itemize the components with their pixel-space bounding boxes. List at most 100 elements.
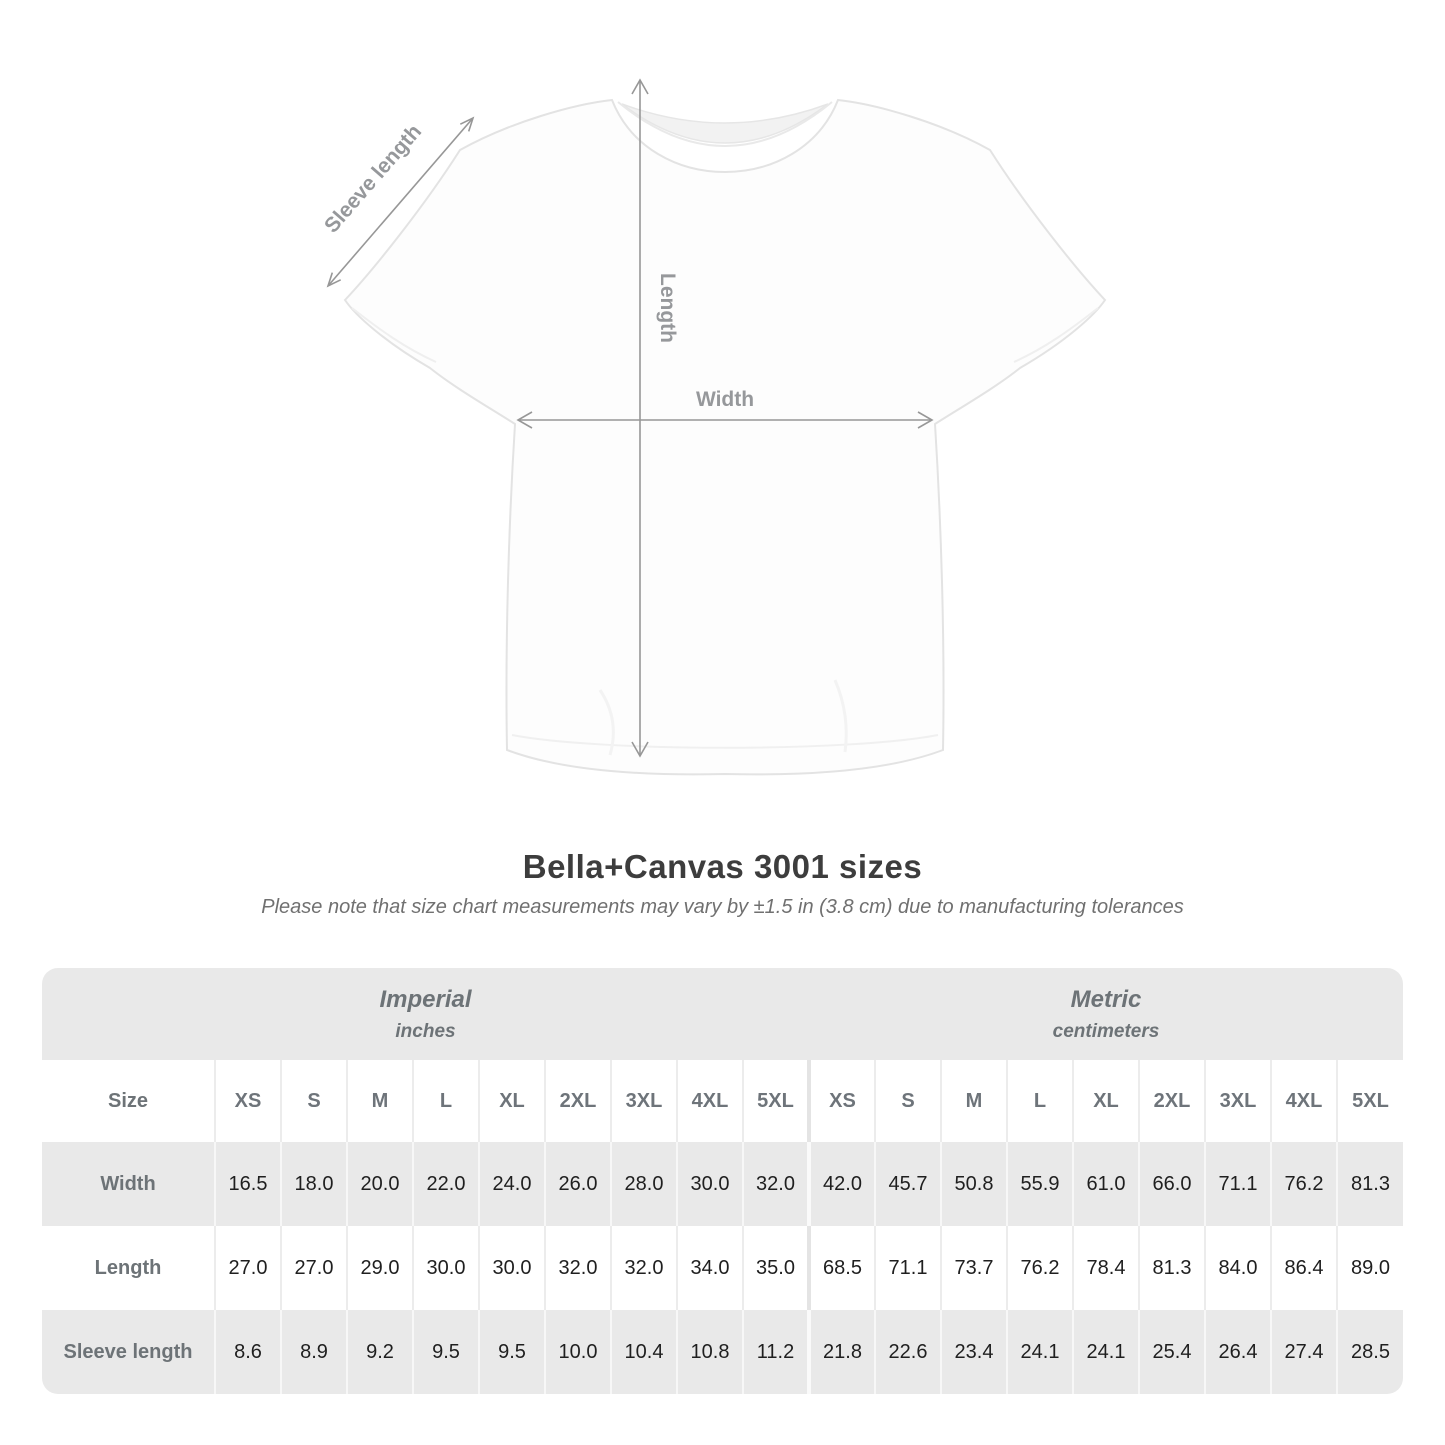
page-title: Bella+Canvas 3001 sizes — [522, 848, 923, 885]
sleeve-value-cell: 9.5 — [412, 1310, 479, 1394]
sleeve-length-row: Sleeve length 8.6 8.9 9.2 9.5 9.5 10.0 10.4 10.… — [42, 1310, 1403, 1394]
size-cell: XL — [1072, 1060, 1139, 1142]
size-cell: 4XL — [676, 1060, 743, 1142]
width-value-cell: 28.0 — [610, 1142, 677, 1226]
wrinkle — [598, 689, 615, 756]
length-value-cell: 89.0 — [1336, 1226, 1403, 1310]
size-cell: XL — [478, 1060, 545, 1142]
length-value-cell: 32.0 — [610, 1226, 677, 1310]
length-value-cell: 71.1 — [874, 1226, 941, 1310]
metric-section-header: Metric centimeters — [809, 968, 1403, 1060]
sleeve-value-cell: 9.2 — [346, 1310, 413, 1394]
size-cell: 4XL — [1270, 1060, 1337, 1142]
length-label: Length — [656, 273, 679, 343]
imperial-unit-label: inches — [395, 1020, 456, 1042]
sleeve-value-cell: 28.5 — [1336, 1310, 1403, 1394]
length-value-cell: 86.4 — [1270, 1226, 1337, 1310]
width-value-cell: 32.0 — [742, 1142, 809, 1226]
length-arrow — [631, 78, 649, 758]
length-value-cell: 30.0 — [478, 1226, 545, 1310]
section-header-row: Imperial inches Metric centimeters — [42, 968, 1403, 1060]
width-value-cell: 30.0 — [676, 1142, 743, 1226]
sleeve-value-cell: 10.8 — [676, 1310, 743, 1394]
sleeve-value-cell: 8.9 — [280, 1310, 347, 1394]
width-row: Width 16.5 18.0 20.0 22.0 24.0 26.0 28.0 30.0 32… — [42, 1142, 1403, 1226]
size-cell: M — [940, 1060, 1007, 1142]
length-value-cell: 27.0 — [280, 1226, 347, 1310]
title-block: Bella+Canvas 3001 sizes Please note that… — [0, 848, 1445, 919]
sleeve-value-cell: 10.4 — [610, 1310, 677, 1394]
width-value-cell: 81.3 — [1336, 1142, 1403, 1226]
length-value-cell: 84.0 — [1204, 1226, 1271, 1310]
sleeve-value-cell: 8.6 — [214, 1310, 281, 1394]
size-cell: L — [412, 1060, 479, 1142]
length-value-cell: 73.7 — [940, 1226, 1007, 1310]
sleeve-value-cell: 27.4 — [1270, 1310, 1337, 1394]
sleeve-value-cell: 23.4 — [940, 1310, 1007, 1394]
length-value-cell: 30.0 — [412, 1226, 479, 1310]
length-value-cell: 32.0 — [544, 1226, 611, 1310]
metric-label: Metric — [1070, 985, 1142, 1013]
width-value-cell: 61.0 — [1072, 1142, 1139, 1226]
width-value-cell: 20.0 — [346, 1142, 413, 1226]
size-cell: 5XL — [1336, 1060, 1403, 1142]
size-header-row: Size XS S M L XL 2XL 3XL 4XL 5XL XS S M L XL 2XL 3XL 4XL… — [42, 1060, 1403, 1142]
size-cell: XS — [807, 1060, 875, 1142]
width-value-cell: 50.8 — [940, 1142, 1007, 1226]
length-value-cell: 27.0 — [214, 1226, 281, 1310]
size-chart: Imperial inches Metric centimeters Size … — [42, 968, 1403, 1394]
right-cuff-seam — [1013, 307, 1099, 363]
width-row-label: Width — [42, 1142, 215, 1226]
metric-unit-label: centimeters — [1052, 1020, 1160, 1042]
length-value-cell: 35.0 — [742, 1226, 809, 1310]
size-cell: S — [874, 1060, 941, 1142]
imperial-section-header: Imperial inches — [42, 968, 809, 1060]
sleeve-length-row-label: Sleeve length — [42, 1310, 215, 1394]
size-cell: M — [346, 1060, 413, 1142]
tshirt-diagram: Sleeve length Length Width — [320, 78, 1107, 776]
width-label: Width — [696, 388, 754, 411]
length-value-cell: 78.4 — [1072, 1226, 1139, 1310]
sleeve-value-cell: 22.6 — [874, 1310, 941, 1394]
length-value-cell: 68.5 — [807, 1226, 875, 1310]
size-cell: 2XL — [544, 1060, 611, 1142]
sleeve-value-cell: 9.5 — [478, 1310, 545, 1394]
length-value-cell: 29.0 — [346, 1226, 413, 1310]
width-value-cell: 71.1 — [1204, 1142, 1271, 1226]
width-value-cell: 45.7 — [874, 1142, 941, 1226]
imperial-label: Imperial — [379, 985, 472, 1013]
width-value-cell: 22.0 — [412, 1142, 479, 1226]
size-cell: XS — [214, 1060, 281, 1142]
sleeve-value-cell: 24.1 — [1072, 1310, 1139, 1394]
size-row-label: Size — [42, 1060, 215, 1142]
sleeve-value-cell: 11.2 — [742, 1310, 809, 1394]
size-chart-table: Imperial inches Metric centimeters Size … — [42, 968, 1403, 1394]
size-cell: L — [1006, 1060, 1073, 1142]
width-value-cell: 76.2 — [1270, 1142, 1337, 1226]
left-cuff-seam — [351, 307, 437, 363]
width-value-cell: 18.0 — [280, 1142, 347, 1226]
size-cell: 2XL — [1138, 1060, 1205, 1142]
length-value-cell: 81.3 — [1138, 1226, 1205, 1310]
collar-opening — [621, 103, 829, 144]
sleeve-value-cell: 21.8 — [807, 1310, 875, 1394]
hem-seam — [511, 734, 939, 749]
size-cell: 3XL — [1204, 1060, 1271, 1142]
width-value-cell: 24.0 — [478, 1142, 545, 1226]
width-value-cell: 16.5 — [214, 1142, 281, 1226]
sleeve-value-cell: 25.4 — [1138, 1310, 1205, 1394]
width-arrow — [516, 411, 934, 429]
sleeve-length-arrow — [326, 116, 475, 288]
length-value-cell: 76.2 — [1006, 1226, 1073, 1310]
size-cell: 3XL — [610, 1060, 677, 1142]
size-cell: S — [280, 1060, 347, 1142]
width-value-cell: 55.9 — [1006, 1142, 1073, 1226]
wrinkle — [833, 679, 848, 753]
tshirt-diagram-svg: Sleeve length Length Width — [320, 78, 1107, 776]
width-value-cell: 26.0 — [544, 1142, 611, 1226]
sleeve-value-cell: 10.0 — [544, 1310, 611, 1394]
sleeve-value-cell: 24.1 — [1006, 1310, 1073, 1394]
width-value-cell: 42.0 — [807, 1142, 875, 1226]
sleeve-value-cell: 26.4 — [1204, 1310, 1271, 1394]
length-row-label: Length — [42, 1226, 215, 1310]
